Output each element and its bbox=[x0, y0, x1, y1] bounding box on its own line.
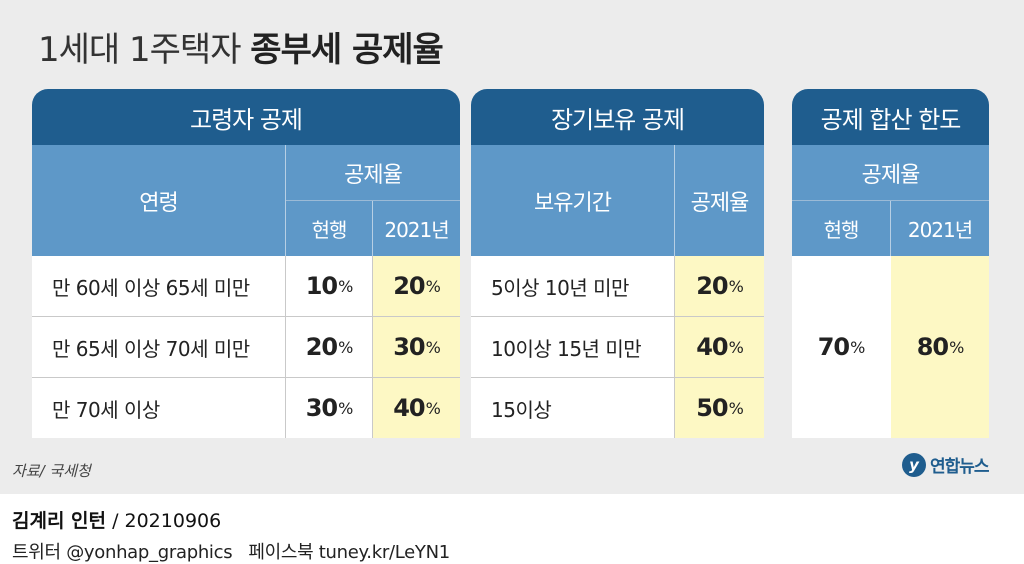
title-bold: 종부세 공제율 bbox=[250, 30, 444, 70]
age-cell: 만 60세 이상 65세 미만 bbox=[32, 256, 285, 316]
longterm-rate-cell: 40% bbox=[675, 317, 764, 377]
rate-value: 30 bbox=[393, 333, 425, 361]
elderly-rate-header: 공제율 bbox=[286, 145, 460, 200]
period-cell: 5이상 10년 미만 bbox=[471, 256, 674, 316]
author-name: 김계리 인턴 bbox=[12, 510, 107, 532]
rate-value: 10 bbox=[305, 272, 338, 300]
age-cell: 만 70세 이상 bbox=[32, 378, 285, 438]
yonhap-logo-text: 연합뉴스 bbox=[930, 457, 990, 477]
divider bbox=[674, 256, 675, 438]
limit-heading: 공제 합산 한도 bbox=[792, 89, 989, 145]
rate-value: 50 bbox=[696, 394, 728, 422]
page-title: 1세대 1주택자 종부세 공제율 bbox=[38, 22, 444, 71]
percent-unit: % bbox=[728, 337, 744, 357]
age-cell: 만 65세 이상 70세 미만 bbox=[32, 317, 285, 377]
percent-unit: % bbox=[425, 337, 441, 357]
percent-unit: % bbox=[338, 276, 353, 296]
yonhap-logo: y 연합뉴스 bbox=[902, 452, 990, 477]
limit-2021-header: 2021년 bbox=[891, 201, 989, 256]
rate-value: 70 bbox=[817, 333, 850, 361]
divider bbox=[285, 145, 286, 256]
row-divider bbox=[32, 316, 460, 317]
divider bbox=[372, 201, 373, 256]
period-cell: 15이상 bbox=[471, 378, 674, 438]
limit-current-cell: 70% bbox=[792, 256, 890, 438]
period-cell: 10이상 15년 미만 bbox=[471, 317, 674, 377]
elderly-current-cell: 20% bbox=[286, 317, 372, 377]
divider bbox=[285, 256, 286, 438]
percent-unit: % bbox=[425, 398, 441, 418]
age-header: 연령 bbox=[32, 145, 285, 256]
rate-value: 40 bbox=[696, 333, 728, 361]
percent-unit: % bbox=[728, 276, 744, 296]
yonhap-logo-icon: y bbox=[902, 452, 926, 477]
period-header: 보유기간 bbox=[471, 145, 674, 256]
rate-value: 40 bbox=[393, 394, 425, 422]
elderly-current-cell: 10% bbox=[286, 256, 372, 316]
rate-value: 20 bbox=[393, 272, 425, 300]
divider bbox=[792, 200, 989, 201]
elderly-2021-cell: 40% bbox=[373, 378, 460, 438]
limit-current-header: 현행 bbox=[792, 201, 890, 256]
rate-value: 20 bbox=[305, 333, 338, 361]
percent-unit: % bbox=[338, 337, 353, 357]
rate-value: 80 bbox=[916, 333, 949, 361]
elderly-2021-header: 2021년 bbox=[373, 201, 460, 256]
percent-unit: % bbox=[338, 398, 353, 418]
divider bbox=[674, 145, 675, 256]
longterm-rate-header: 공제율 bbox=[675, 145, 764, 256]
social-line: 트위터 @yonhap_graphics 페이스북 tuney.kr/LeYN1 bbox=[12, 538, 450, 564]
divider bbox=[286, 200, 460, 201]
divider bbox=[890, 201, 891, 256]
longterm-holding-card: 장기보유 공제 보유기간 공제율 5이상 10년 미만 20% 10이상 15년… bbox=[471, 89, 764, 438]
title-light: 1세대 1주택자 bbox=[38, 30, 241, 70]
divider bbox=[372, 256, 373, 438]
twitter-handle: 트위터 @yonhap_graphics bbox=[12, 542, 233, 563]
limit-rate-header: 공제율 bbox=[792, 145, 989, 200]
elderly-current-header: 현행 bbox=[286, 201, 372, 256]
percent-unit: % bbox=[728, 398, 744, 418]
rate-value: 30 bbox=[305, 394, 338, 422]
percent-unit: % bbox=[949, 337, 964, 357]
longterm-rate-cell: 50% bbox=[675, 378, 764, 438]
publish-date: / 20210906 bbox=[112, 510, 222, 532]
infographic-panel: 1세대 1주택자 종부세 공제율 고령자 공제 연령 공제율 현행 2021년 … bbox=[0, 0, 1024, 494]
percent-unit: % bbox=[850, 337, 865, 357]
elderly-deduction-card: 고령자 공제 연령 공제율 현행 2021년 만 60세 이상 65세 미만 1… bbox=[32, 89, 460, 438]
credit-line: 김계리 인턴 / 20210906 bbox=[12, 506, 221, 533]
elderly-2021-cell: 20% bbox=[373, 256, 460, 316]
facebook-link: 페이스북 tuney.kr/LeYN1 bbox=[248, 542, 450, 563]
row-divider bbox=[32, 377, 460, 378]
row-divider bbox=[471, 377, 764, 378]
elderly-2021-cell: 30% bbox=[373, 317, 460, 377]
longterm-rate-cell: 20% bbox=[675, 256, 764, 316]
percent-unit: % bbox=[425, 276, 441, 296]
row-divider bbox=[471, 316, 764, 317]
elderly-current-cell: 30% bbox=[286, 378, 372, 438]
limit-2021-cell: 80% bbox=[891, 256, 989, 438]
elderly-heading: 고령자 공제 bbox=[32, 89, 460, 145]
source-note: 자료/ 국세청 bbox=[12, 462, 91, 480]
combined-limit-card: 공제 합산 한도 공제율 현행 2021년 70% 80% bbox=[792, 89, 989, 438]
longterm-heading: 장기보유 공제 bbox=[471, 89, 764, 145]
rate-value: 20 bbox=[696, 272, 728, 300]
